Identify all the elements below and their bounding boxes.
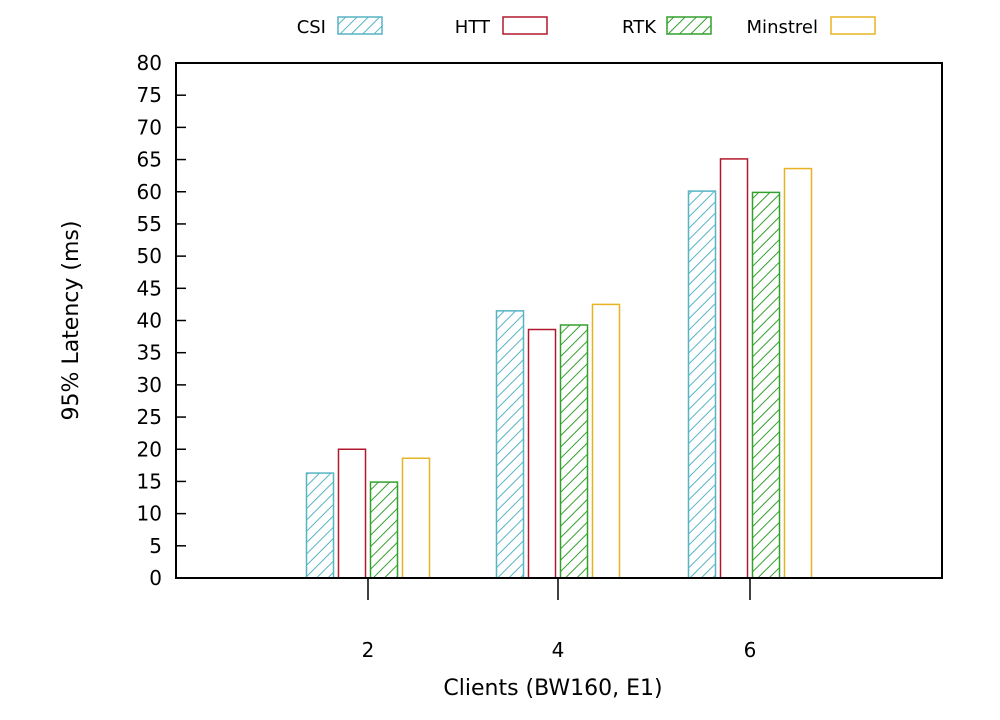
ticks: 0 5 10 15 20 25 30 35 40 45 50 55 60 65 70 75 80 2 4 6 (137, 51, 757, 662)
legend-item-htt: HTT (455, 16, 548, 38)
legend-swatch (830, 16, 876, 35)
bar-csi-2 (305, 472, 335, 579)
bar-rtk-2 (369, 481, 399, 579)
bar-minstrel-4 (591, 303, 621, 579)
x-axis-title: Clients (BW160, E1) (443, 676, 662, 701)
legend-swatch (666, 16, 712, 35)
bar-htt-6 (719, 158, 749, 579)
y-tick-label: 0 (149, 566, 162, 590)
bar-minstrel-2 (401, 457, 431, 579)
plot-frame (175, 62, 943, 579)
y-tick-label: 55 (137, 212, 162, 236)
legend-swatch (337, 16, 383, 35)
bars (305, 158, 813, 579)
legend-label: RTK (622, 17, 657, 38)
y-tick-label: 10 (137, 502, 162, 526)
y-tick-label: 45 (137, 276, 162, 300)
legend-item-rtk: RTK (622, 16, 712, 38)
y-tick-label: 25 (137, 405, 162, 429)
y-tick-label: 50 (137, 244, 162, 268)
bar-htt-2 (337, 448, 367, 579)
legend-label: CSI (297, 17, 326, 38)
y-tick-label: 30 (137, 373, 162, 397)
legend: CSI HTT RTK Minstrel (297, 16, 876, 38)
legend-swatch (502, 16, 548, 35)
y-tick-label: 75 (137, 83, 162, 107)
legend-item-csi: CSI (297, 16, 383, 38)
bar-rtk-4 (559, 324, 589, 579)
bar-csi-4 (495, 310, 525, 579)
y-axis-title: 95% Latency (ms) (59, 221, 84, 421)
y-tick-label: 60 (137, 180, 162, 204)
legend-label: HTT (455, 17, 491, 38)
x-tick-label: 2 (362, 638, 375, 662)
y-tick-label: 80 (137, 51, 162, 75)
x-tick-label: 4 (552, 638, 565, 662)
y-tick-label: 35 (137, 341, 162, 365)
y-tick-label: 20 (137, 437, 162, 461)
y-tick-label: 65 (137, 148, 162, 172)
y-tick-label: 70 (137, 115, 162, 139)
bar-minstrel-6 (783, 167, 813, 579)
legend-label: Minstrel (747, 17, 818, 38)
y-tick-label: 5 (149, 534, 162, 558)
legend-item-minstrel: Minstrel (747, 16, 876, 38)
bar-csi-6 (687, 190, 717, 579)
y-tick-label: 40 (137, 309, 162, 333)
bar-htt-4 (527, 328, 557, 579)
bar-rtk-6 (751, 191, 781, 579)
x-tick-label: 6 (744, 638, 757, 662)
y-tick-label: 15 (137, 469, 162, 493)
